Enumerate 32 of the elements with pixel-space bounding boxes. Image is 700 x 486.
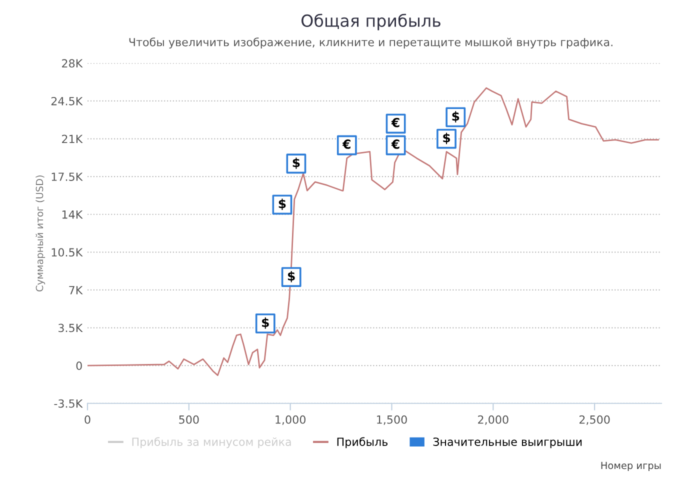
x-tick-label: 0 [84,415,90,424]
annotation: $ [262,317,269,329]
x-axis-title: Номер игры [601,462,661,472]
annotation: € [342,139,350,149]
legend-label: Значительные выигрыши [433,438,582,448]
y-tick-label: 28K [62,59,83,68]
y-tick-label: 24.5K [51,96,83,106]
y-tick-label: 10.5K [52,248,83,257]
x-tick-label: 2,000 [478,415,508,425]
x-tick-label: 2,500 [579,415,610,425]
y-axis-title: Суммарный итог (USD) [36,175,46,292]
annotation: $ [292,158,300,169]
x-tick-label: 1,000 [276,415,306,425]
y-tick-label: 21K [62,134,83,143]
y-tick-label: 14K [62,210,83,219]
chart-subtitle: Чтобы увеличить изображение, кликните и перетащите мышкой внутрь графика. [129,38,612,48]
annotation: $ [452,111,460,122]
y-tick-label: 7K [69,286,83,294]
annotation: $ [278,198,286,210]
y-tick-label: 0 [76,362,82,370]
annotation: $ [288,270,295,282]
legend-label: Прибыль [337,437,388,448]
y-tick-label: 17.5K [52,172,83,181]
chart-title: Общая прибыль [302,14,440,30]
y-tick-label: 3.5K [58,324,83,332]
y-tick-label: -3.5K [54,399,83,408]
x-tick-label: 1,500 [377,415,407,425]
line-series [88,87,659,376]
x-tick-label: 500 [179,415,199,424]
annotation: € [391,118,400,128]
annotation: € [391,139,400,149]
annotation: $ [443,132,450,144]
